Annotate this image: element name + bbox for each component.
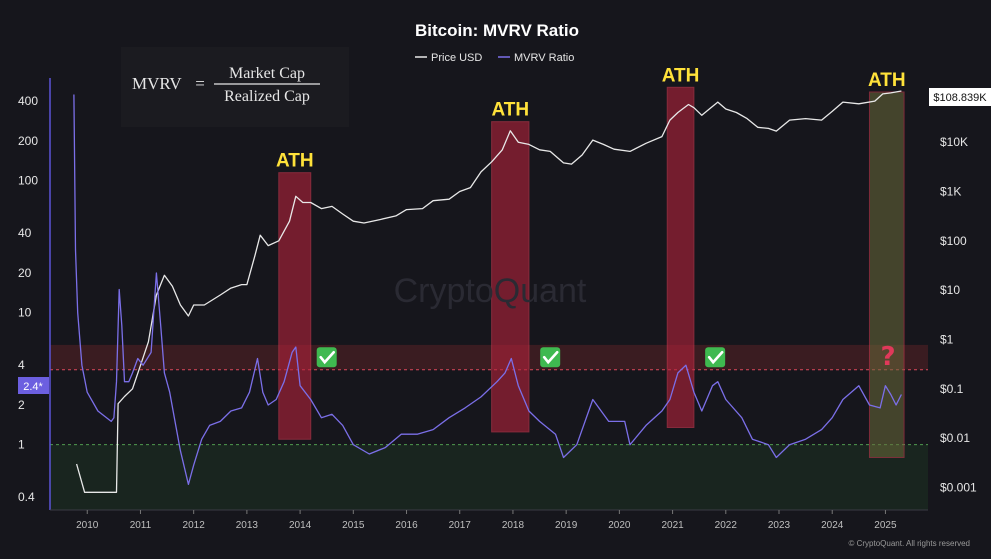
x-tick-label: 2021 [661,520,684,531]
ath-label: ATH [276,151,314,172]
ath-label-layer: ATH ATH ATH ATH? [276,65,906,371]
y-right-tick-label: $0.001 [940,481,977,495]
current-price-label: $108.839K [933,92,987,104]
x-tick-label: 2022 [715,520,738,531]
y-left-tick-label: 2 [18,398,25,412]
copyright-text: © CryptoQuant. All rights reserved [849,539,971,548]
y-left-tick-label: 10 [18,306,32,320]
x-tick-label: 2014 [289,520,312,531]
y-left-tick-label: 200 [18,134,38,148]
current-mvrv-badge: 2.4* [18,377,49,394]
y-left-tick-label: 4 [18,358,25,372]
y-left-tick-label: 100 [18,174,38,188]
current-price-badge: $108.839K [929,88,991,106]
legend: Price USD MVRV Ratio [415,52,574,64]
formula-numerator: Market Cap [229,65,305,82]
formula-denominator: Realized Cap [224,88,310,105]
ath-label: ATH [662,65,700,86]
y-right-tick-label: $1 [940,333,954,347]
x-tick-label: 2010 [76,520,99,531]
question-mark-icon: ? [881,342,896,372]
x-tick-label: 2023 [768,520,791,531]
x-tick-label: 2016 [395,520,418,531]
y-right-tick-label: $1K [940,185,961,199]
formula-lhs: MVRV [132,74,182,93]
chart-title: Bitcoin: MVRV Ratio [415,21,579,40]
zones-layer [50,344,928,510]
y-right-tick-label: $100 [940,234,967,248]
legend-price-label[interactable]: Price USD [431,52,482,64]
x-tick-label: 2011 [130,520,152,531]
y-right-tick-label: $10 [940,283,960,297]
x-tick-label: 2024 [821,520,844,531]
y-left-tick-label: 40 [18,226,32,240]
y-left-tick-label: 20 [18,266,32,280]
current-mvrv-label: 2.4* [23,381,43,393]
check-mark-icon [705,347,726,368]
x-tick-label: 2020 [608,520,631,531]
series-layer [73,90,902,493]
y-left-tick-label: 0.4 [18,490,35,504]
ath-label: ATH [491,100,529,121]
axes-layer: 0.4 1 2 4 10 20 40 100 200 400 $0.001 $0.01 $0.1 $1 $1… [18,78,977,531]
y-right-tick-label: $0.01 [940,431,970,445]
formula-box: MVRV = Market Cap Realized Cap [121,47,349,127]
x-tick-label: 2017 [449,520,472,531]
x-tick-label: 2018 [502,520,525,531]
x-tick-label: 2025 [874,520,897,531]
formula-eq: = [195,74,205,93]
x-tick-label: 2015 [342,520,365,531]
y-left-tick-label: 1 [18,438,25,452]
ath-band-layer [278,86,905,458]
check-mark-icon [316,347,337,368]
ath-label: ATH [868,70,906,91]
ath-band [278,172,312,440]
check-mark-icon [540,347,561,368]
y-left-tick-label: 400 [18,94,38,108]
watermark: CryptoQuant [394,272,587,310]
legend-mvrv-label[interactable]: MVRV Ratio [514,52,574,64]
ath-band [868,91,905,458]
y-right-tick-label: $0.1 [940,382,964,396]
overvalued-zone [50,344,928,370]
x-tick-label: 2013 [236,520,259,531]
price-usd-line [75,90,902,493]
x-tick-label: 2012 [183,520,206,531]
y-right-tick-label: $10K [940,135,968,149]
x-tick-label: 2019 [555,520,578,531]
mvrv-ratio-line [73,94,902,486]
